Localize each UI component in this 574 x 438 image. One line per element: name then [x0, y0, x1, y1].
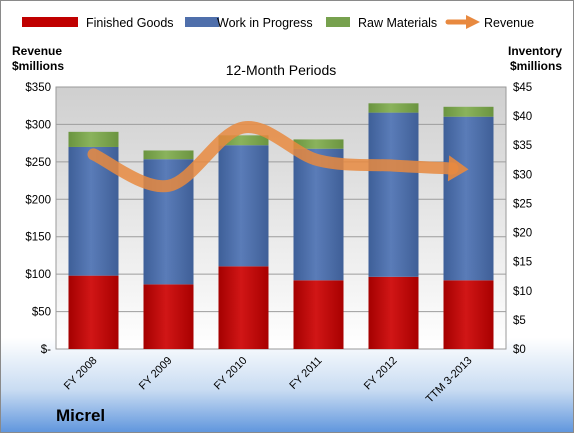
right-axis-tick-label: $10 [513, 286, 532, 298]
revenue-line [87, 121, 459, 193]
bar-work-in-progress [293, 148, 344, 281]
right-axis-tick-label: $5 [513, 315, 526, 327]
legend-swatch-work-in-progress [185, 17, 219, 27]
bar-raw-materials [218, 135, 269, 146]
bar-finished-goods [293, 280, 344, 349]
left-axis-tick-label: $50 [32, 307, 51, 319]
left-axis-tick-label: $250 [25, 157, 51, 169]
bar-work-in-progress [443, 116, 494, 281]
right-axis-ticks: $0 $5 $10 $15 $20 $25 $30 $35 $40 $45 [513, 82, 532, 356]
left-axis-tick-label: $100 [25, 269, 51, 281]
legend-label-revenue: Revenue [484, 16, 534, 30]
gridlines [56, 123, 506, 313]
right-axis-title-line2: $millions [510, 59, 562, 73]
left-axis-tick-label: $- [41, 344, 51, 356]
legend-label-work-in-progress: Work in Progress [217, 16, 313, 30]
bar-work-in-progress [218, 145, 269, 267]
left-axis-tick-label: $150 [25, 232, 51, 244]
right-axis-tick-label: $20 [513, 228, 532, 240]
left-axis-tick-label: $200 [25, 194, 51, 206]
revenue-line-group [87, 121, 469, 193]
bar-raw-materials [143, 150, 194, 160]
bar-raw-materials [443, 106, 494, 117]
chart-title: 12-Month Periods [226, 62, 337, 78]
legend-label-finished-goods: Finished Goods [86, 16, 174, 30]
right-axis-tick-label: $15 [513, 257, 532, 269]
bar-raw-materials [68, 131, 119, 147]
plot-area [55, 86, 507, 350]
bar-finished-goods [218, 266, 269, 349]
legend-swatch-finished-goods [22, 17, 78, 27]
right-axis-tick-label: $40 [513, 111, 532, 123]
left-axis-title-line2: $millions [12, 59, 64, 73]
right-axis-tick-label: $0 [513, 344, 526, 356]
bar-work-in-progress [368, 112, 419, 277]
bar-group [68, 103, 494, 349]
left-axis-tick-label: $350 [25, 82, 51, 94]
left-axis-tick-label: $300 [25, 119, 51, 131]
bar-raw-materials [293, 139, 344, 149]
company-name: Micrel [56, 406, 105, 425]
right-axis-tick-label: $25 [513, 198, 532, 210]
left-axis-ticks: $- $50 $100 $150 $200 $250 $300 $350 [25, 82, 51, 356]
bar-finished-goods [368, 276, 419, 349]
legend-revenue-arrowhead [466, 15, 480, 29]
right-axis-tick-label: $35 [513, 140, 532, 152]
bar-finished-goods [68, 275, 119, 349]
bar-raw-materials [368, 103, 419, 113]
revenue-arrowhead [447, 155, 469, 182]
legend-label-raw-materials: Raw Materials [358, 16, 437, 30]
legend: Finished Goods Work in Progress Raw Mate… [22, 15, 534, 30]
left-axis-title-line1: Revenue [12, 44, 62, 58]
legend-swatch-raw-materials [326, 17, 350, 27]
bar-finished-goods [443, 280, 494, 349]
right-axis-title-line1: Inventory [508, 44, 562, 58]
right-axis-tick-label: $30 [513, 169, 532, 181]
bar-finished-goods [143, 284, 194, 349]
right-axis-tick-label: $45 [513, 82, 532, 94]
